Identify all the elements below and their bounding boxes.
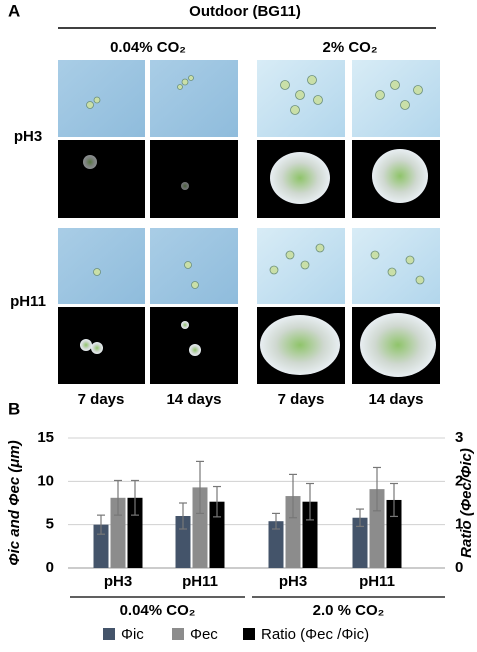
micrograph <box>150 60 238 137</box>
micrograph <box>58 60 145 137</box>
y-tick-label: 15 <box>37 429 54 446</box>
legend-label: Φic <box>121 626 144 643</box>
micrograph <box>58 140 145 218</box>
panel-title: Outdoor (BG11) <box>189 3 301 20</box>
micrograph <box>150 140 238 218</box>
error-bar <box>306 482 314 521</box>
x-tick-label: pH11 <box>359 573 395 590</box>
error-bar <box>356 508 364 528</box>
error-bar <box>114 479 122 516</box>
bar <box>369 489 385 568</box>
error-bar <box>373 466 381 512</box>
y2-tick-label: 3 <box>455 429 463 446</box>
bar <box>93 524 109 568</box>
error-bar <box>272 512 280 530</box>
error-bar <box>179 502 187 530</box>
bar <box>209 501 225 568</box>
legend-label: Φec <box>190 626 218 643</box>
error-bar <box>390 482 398 518</box>
legend-swatch <box>243 628 255 640</box>
micrographs <box>58 60 440 384</box>
condition-label: 0.04% CO₂ <box>110 39 186 56</box>
condition-label: 2% CO₂ <box>322 39 377 56</box>
row-label: pH3 <box>14 128 42 145</box>
y-tick-label: 5 <box>46 516 54 533</box>
error-bar <box>131 479 139 516</box>
error-bar <box>289 473 297 519</box>
bar <box>352 517 368 568</box>
micrograph <box>352 228 440 304</box>
bar <box>302 501 318 568</box>
panel-b: B Φic and Φec (μm) Ratio (Φec/Φic) 05101… <box>6 399 475 642</box>
micrograph <box>352 60 440 137</box>
error-bar <box>213 485 221 518</box>
group-label: 0.04% CO₂ <box>120 602 196 619</box>
panel-label: B <box>8 399 20 418</box>
y2-tick-label: 0 <box>455 559 463 576</box>
legend-swatch <box>172 628 184 640</box>
y2-tick-label: 2 <box>455 472 463 489</box>
bar <box>285 496 301 568</box>
error-bar <box>196 460 204 515</box>
y2-tick-label: 1 <box>455 516 463 533</box>
y2-axis-title: Ratio (Φec/Φic) <box>458 448 475 558</box>
error-bar <box>97 514 105 535</box>
group-label: 2.0 % CO₂ <box>313 602 385 619</box>
panel-a: A Outdoor (BG11) 0.04% CO₂ 2% CO₂ pH3 pH… <box>8 1 440 408</box>
micrograph <box>58 228 145 304</box>
x-tick-label: pH3 <box>104 573 132 590</box>
legend-swatch <box>103 628 115 640</box>
x-tick-label: pH11 <box>182 573 218 590</box>
y-axis-title: Φic and Φec (μm) <box>6 440 23 565</box>
column-label: 14 days <box>166 391 221 408</box>
x-tick-label: pH3 <box>279 573 307 590</box>
y-tick-label: 10 <box>37 472 54 489</box>
column-label: 7 days <box>278 391 325 408</box>
row-label: pH11 <box>10 293 46 310</box>
bar <box>192 487 208 568</box>
column-label: 7 days <box>78 391 125 408</box>
legend-label: Ratio (Φec /Φic) <box>261 626 369 643</box>
bar <box>268 521 284 568</box>
micrograph <box>150 228 238 304</box>
y-tick-label: 0 <box>46 559 54 576</box>
column-label: 14 days <box>368 391 423 408</box>
panel-label: A <box>8 1 20 20</box>
